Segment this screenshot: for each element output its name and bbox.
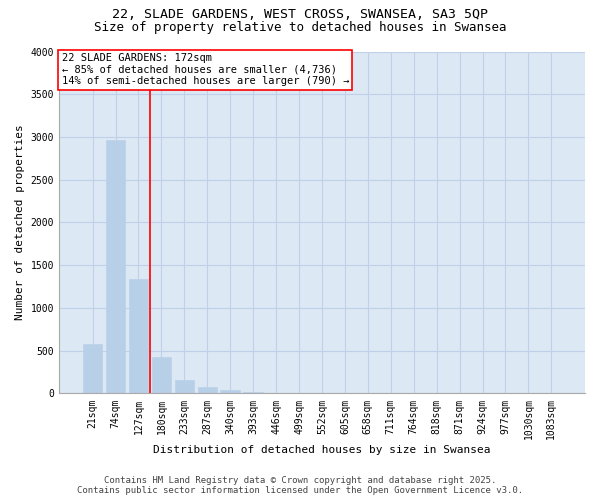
Bar bbox=[129, 279, 148, 394]
Bar bbox=[197, 386, 217, 394]
Bar bbox=[106, 140, 125, 394]
Bar bbox=[152, 356, 171, 394]
Bar bbox=[175, 380, 194, 394]
Bar bbox=[220, 390, 240, 394]
X-axis label: Distribution of detached houses by size in Swansea: Distribution of detached houses by size … bbox=[153, 445, 491, 455]
Text: 22, SLADE GARDENS, WEST CROSS, SWANSEA, SA3 5QP: 22, SLADE GARDENS, WEST CROSS, SWANSEA, … bbox=[112, 8, 488, 20]
Text: Size of property relative to detached houses in Swansea: Size of property relative to detached ho… bbox=[94, 21, 506, 34]
Text: Contains HM Land Registry data © Crown copyright and database right 2025.
Contai: Contains HM Land Registry data © Crown c… bbox=[77, 476, 523, 495]
Bar bbox=[83, 344, 103, 394]
Bar bbox=[244, 392, 263, 394]
Text: 22 SLADE GARDENS: 172sqm
← 85% of detached houses are smaller (4,736)
14% of sem: 22 SLADE GARDENS: 172sqm ← 85% of detach… bbox=[62, 53, 349, 86]
Y-axis label: Number of detached properties: Number of detached properties bbox=[15, 124, 25, 320]
